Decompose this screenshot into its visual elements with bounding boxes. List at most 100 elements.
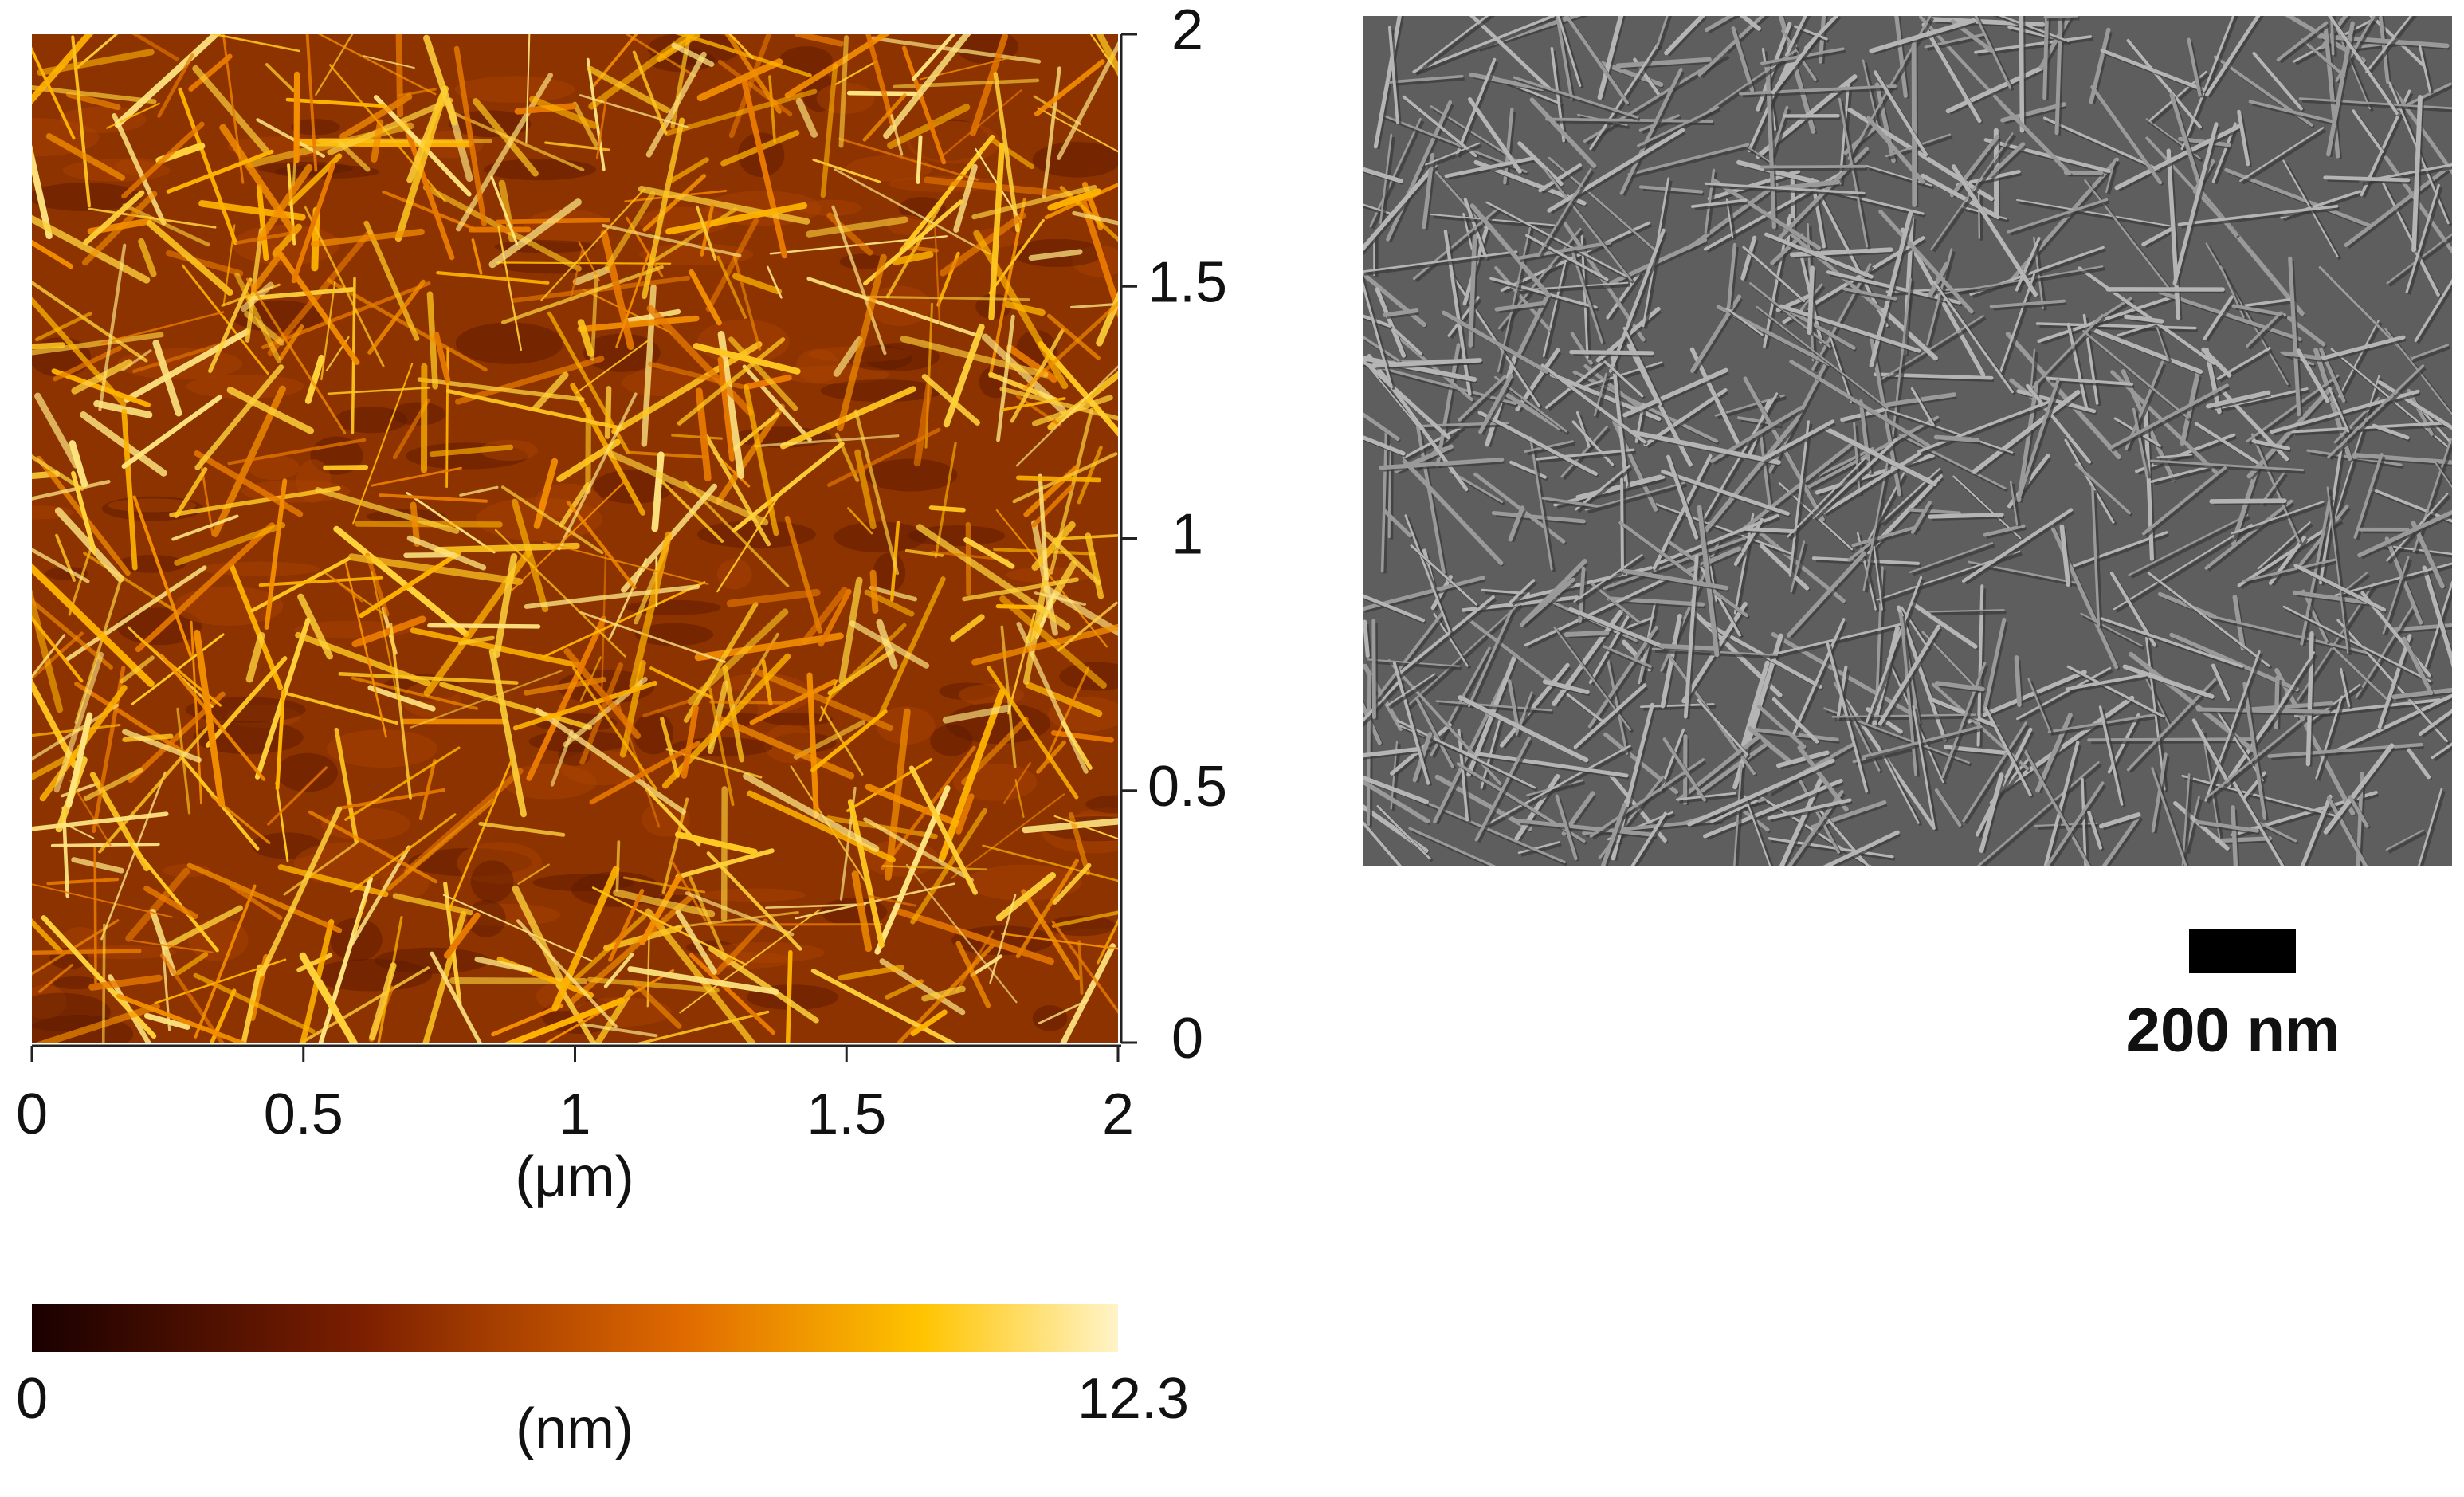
afm-fiber <box>500 485 604 555</box>
sem-fiber-shadow <box>1964 724 2030 824</box>
sem-fiber-shadow <box>1948 748 2010 757</box>
sem-image <box>1363 16 2452 866</box>
afm-fiber <box>716 487 785 593</box>
sem-fiber <box>2417 788 2443 866</box>
sem-fiber <box>2274 667 2356 816</box>
sem-fiber <box>2232 781 2285 866</box>
sem-fiber <box>2422 565 2452 668</box>
afm-fiber <box>135 522 275 653</box>
sem-fiber <box>2333 646 2388 701</box>
sem-fiber-shadow <box>2308 686 2364 728</box>
sem-fiber-shadow <box>2340 322 2383 400</box>
sem-fiber <box>1478 373 1513 434</box>
afm-fiber <box>717 331 745 479</box>
sem-fiber <box>2211 663 2231 701</box>
sem-fiber-shadow <box>1519 821 1658 839</box>
afm-fiber <box>71 857 124 874</box>
sem-fiber-shadow <box>2030 316 2106 395</box>
sem-fiber <box>1787 457 1866 538</box>
sem-fiber <box>1363 775 1429 804</box>
afm-fiber <box>674 911 799 929</box>
sem-fiber <box>2074 462 2131 515</box>
sem-fiber <box>2242 558 2336 583</box>
afm-fiber <box>327 387 430 395</box>
sem-fiber <box>1363 167 1403 183</box>
sem-fiber <box>1869 18 1976 53</box>
sem-fiber <box>2005 331 2121 460</box>
sem-fiber <box>1404 514 1451 634</box>
afm-noise <box>697 521 816 548</box>
afm-fiber <box>847 507 873 535</box>
afm-fiber <box>669 157 709 183</box>
sem-fiber-shadow <box>1771 800 1853 823</box>
sem-fiber-shadow <box>2022 16 2027 133</box>
sem-fiber <box>1866 576 1923 724</box>
afm-fiber <box>488 648 527 818</box>
afm-fiber <box>795 97 818 138</box>
sem-fiber <box>1474 736 1532 842</box>
sem-fiber-shadow <box>1729 246 1739 309</box>
sem-fiber-shadow <box>1829 332 1855 405</box>
afm-fiber <box>516 919 618 1028</box>
sem-fiber-shadow <box>2187 799 2203 855</box>
afm-fiber <box>422 910 467 1043</box>
sem-fiber-shadow <box>2434 745 2452 762</box>
sem-fiber <box>1638 185 1704 194</box>
afm-fiber <box>175 952 209 976</box>
afm-fiber <box>264 478 288 630</box>
afm-fiber <box>862 93 907 142</box>
sem-fiber <box>2296 348 2330 403</box>
sem-fiber <box>2257 821 2297 843</box>
sem-fiber-shadow <box>2017 240 2043 293</box>
afm-fiber <box>784 515 822 634</box>
sem-fiber <box>2157 290 2302 341</box>
sem-fiber-shadow <box>2301 99 2452 112</box>
sem-fiber-shadow <box>1760 426 1775 515</box>
sem-fiber <box>1878 209 1974 314</box>
sem-fiber-shadow <box>1478 754 1630 780</box>
sem-fiber <box>1402 95 1477 158</box>
afm-fiber <box>1044 182 1118 220</box>
sem-fiber-shadow <box>2130 516 2251 580</box>
sem-fiber-shadow <box>1877 375 1995 383</box>
afm-fiber <box>159 953 225 1043</box>
sem-fiber <box>2323 175 2411 183</box>
afm-fiber <box>525 34 531 143</box>
sem-fiber-shadow <box>1555 613 1625 708</box>
afm-fiber <box>732 442 845 533</box>
afm-fiber <box>1051 910 1118 928</box>
sem-fiber <box>1517 841 1560 855</box>
sem-fiber <box>2384 328 2452 416</box>
sem-fiber-shadow <box>1630 145 1751 179</box>
sem-fiber-shadow <box>2118 127 2243 192</box>
sem-fiber <box>2231 501 2325 535</box>
sem-fiber <box>1507 679 1520 728</box>
afm-fiber <box>1028 249 1083 261</box>
afm-image <box>32 34 1118 1043</box>
sem-fiber <box>1509 579 1536 604</box>
sem-fiber <box>2122 664 2215 699</box>
sem-fiber <box>2016 389 2097 414</box>
afm-fiber <box>267 766 328 826</box>
sem-fiber <box>1584 481 1685 511</box>
afm-noise <box>716 558 752 590</box>
sem-fiber-shadow <box>1964 510 2075 585</box>
sem-fiber <box>2215 836 2273 843</box>
sem-fiber-shadow <box>2103 815 2142 831</box>
afm-fiber <box>904 548 944 557</box>
sem-fiber <box>1797 745 1849 812</box>
sem-fiber <box>2090 84 2163 185</box>
afm-fiber <box>174 467 208 518</box>
afm-fiber <box>603 953 634 988</box>
afm-noise <box>634 623 714 646</box>
afm-noise <box>174 586 284 626</box>
colorbar <box>32 1304 1118 1352</box>
sem-fiber-shadow <box>2214 125 2239 185</box>
sem-fiber-shadow <box>1979 195 1983 241</box>
afm-fiber <box>728 34 772 139</box>
scale-bar-label: 200 nm <box>2126 995 2340 1065</box>
sem-fiber <box>1556 16 1574 101</box>
sem-fiber <box>1757 705 1807 749</box>
afm-fiber <box>100 771 167 941</box>
